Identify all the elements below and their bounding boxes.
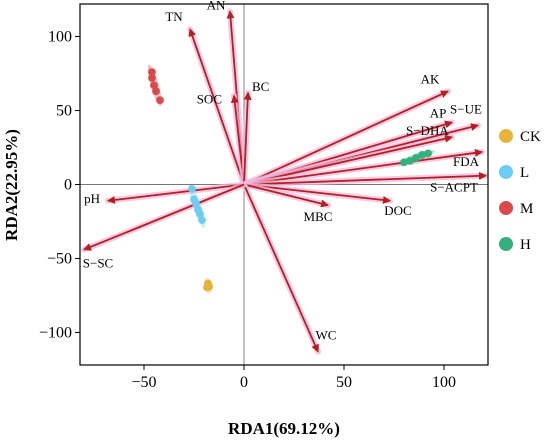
vector-label-s-sc: S−SC <box>83 256 113 271</box>
vector-label-bc: BC <box>252 79 269 94</box>
y-tick-label: −50 <box>47 250 72 267</box>
legend-label-h: H <box>520 237 531 253</box>
vector-arrow-mbc <box>243 183 329 208</box>
vector-arrow-ph <box>107 183 245 204</box>
vector-arrow-s-sc <box>83 183 245 251</box>
x-tick-label: −50 <box>131 374 156 391</box>
vector-label-ap: AP <box>430 105 447 120</box>
y-tick-label: 100 <box>48 29 72 46</box>
y-tick-label: −100 <box>39 324 72 341</box>
y-axis-ticks: −100 −50 0 50 100 <box>39 29 80 341</box>
vector-label-s-acpt: S−ACPT <box>430 180 478 195</box>
y-axis-title: RDA2(22.95%) <box>2 129 21 241</box>
sample-points <box>147 67 433 292</box>
vector-arrow-ak <box>243 90 449 186</box>
legend-swatch-m <box>499 201 513 215</box>
x-axis-ticks: −50 0 50 100 <box>131 365 456 391</box>
vector-label-tn: TN <box>165 9 183 24</box>
vector-arrow-tn <box>188 28 245 185</box>
legend-swatch-h <box>499 237 513 251</box>
legend-label-ck: CK <box>520 129 541 145</box>
vector-arrows <box>81 8 489 355</box>
point-ck-5 <box>204 281 213 290</box>
point-l-1 <box>187 184 197 194</box>
x-tick-label: 0 <box>240 374 248 391</box>
vector-arrow-fda <box>243 148 483 186</box>
vector-label-wc: WC <box>316 328 337 343</box>
vector-label-ak: AK <box>421 71 440 86</box>
vector-arrow-wc <box>243 184 319 353</box>
vector-label-fda: FDA <box>453 154 480 169</box>
point-m-4 <box>151 87 161 96</box>
legend-swatch-ck <box>499 129 513 143</box>
x-tick-label: 50 <box>336 374 352 391</box>
vector-label-s-dha: S−DHA <box>406 123 449 138</box>
point-m-5 <box>155 96 165 105</box>
vector-label-an: AN <box>207 0 226 12</box>
point-h-5 <box>423 149 433 158</box>
y-tick-label: 0 <box>64 177 72 194</box>
legend-label-m: M <box>520 201 533 217</box>
legend-swatch-l <box>499 165 513 179</box>
x-tick-label: 100 <box>432 374 456 391</box>
legend: CK L M H <box>499 129 541 253</box>
vector-arrow-doc <box>243 183 391 204</box>
y-tick-label: 50 <box>56 103 72 120</box>
vector-arrow-s-dha <box>243 134 453 186</box>
vector-label-ph: pH <box>84 191 100 206</box>
vector-label-mbc: MBC <box>304 209 333 224</box>
vector-arrow-s-acpt <box>243 171 487 186</box>
point-m-2 <box>147 73 157 83</box>
vector-label-s-ue: S−UE <box>450 101 482 116</box>
legend-label-l: L <box>520 165 529 181</box>
vector-labels: AN TN SOC BC AK AP S−UES−DHA FDA S−ACPT DOC MBC WC p… <box>83 0 482 343</box>
vector-arrow-bc <box>243 91 252 185</box>
x-axis-title: RDA1(69.12%) <box>228 419 340 438</box>
vector-label-soc: SOC <box>197 92 222 107</box>
vector-label-doc: DOC <box>384 203 411 218</box>
point-l-6 <box>197 215 207 225</box>
